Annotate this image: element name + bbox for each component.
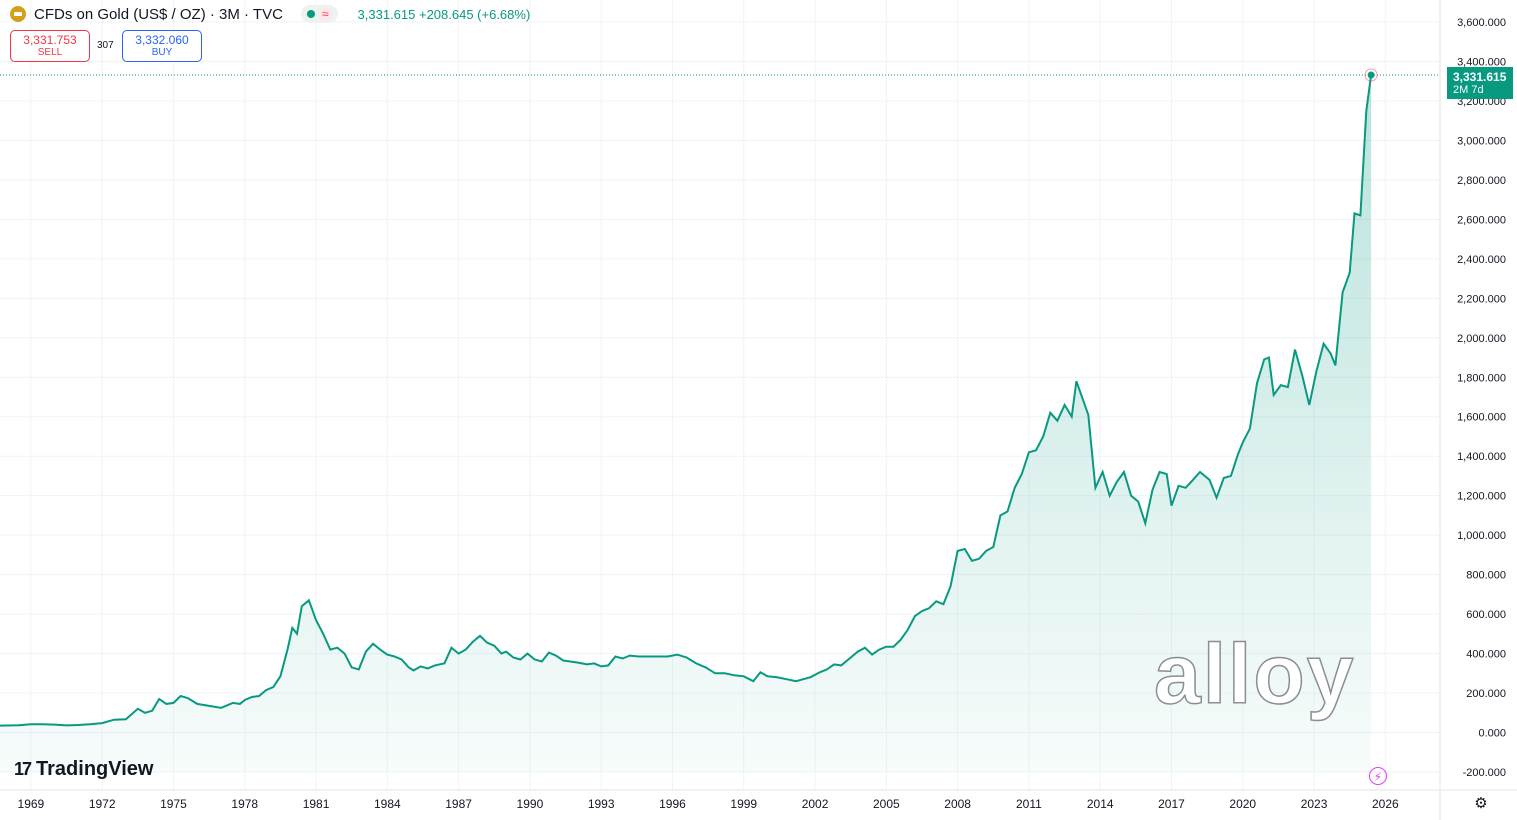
last-price-value: 3,331.615 xyxy=(1453,69,1507,84)
y-tick-label: 2,400.000 xyxy=(1457,254,1506,266)
x-tick-label: 1981 xyxy=(303,797,330,811)
y-tick-label: 2,200.000 xyxy=(1457,293,1506,305)
y-tick-label: 1,800.000 xyxy=(1457,372,1506,384)
x-tick-label: 2020 xyxy=(1229,797,1256,811)
tradingview-logo-icon: 17 xyxy=(14,759,32,779)
x-tick-label: 2011 xyxy=(1016,797,1042,811)
lightning-icon[interactable]: ⚡ xyxy=(1369,767,1387,785)
y-tick-label: 2,800.000 xyxy=(1457,175,1506,187)
y-tick-label: 3,000.000 xyxy=(1457,135,1506,147)
x-tick-label: 1987 xyxy=(445,797,472,811)
price-line xyxy=(0,74,1373,727)
sell-button[interactable]: 3,331.753 SELL xyxy=(10,30,90,62)
x-tick-label: 2002 xyxy=(802,797,829,811)
x-tick-label: 1972 xyxy=(89,797,116,811)
x-tick-label: 2026 xyxy=(1372,797,1399,811)
buy-label: BUY xyxy=(151,47,173,58)
gold-icon xyxy=(10,6,26,22)
y-tick-label: 0.000 xyxy=(1478,728,1506,740)
y-tick-label: 3,600.000 xyxy=(1457,17,1506,29)
price-area-fill xyxy=(0,75,1372,772)
x-tick-label: 2005 xyxy=(873,797,900,811)
symbol-title[interactable]: CFDs on Gold (US$ / OZ) · 3M · TVC xyxy=(34,5,283,23)
market-open-dot-icon xyxy=(306,10,315,18)
price-quote: 3,331.615 +208.645 (+6.68%) xyxy=(357,6,531,22)
y-tick-label: 3,400.000 xyxy=(1457,56,1506,68)
tradingview-logo-text: TradingView xyxy=(36,758,154,780)
y-tick-label: -200.000 xyxy=(1463,767,1506,779)
alloy-watermark: alloy xyxy=(1153,627,1356,721)
y-tick-label: 1,400.000 xyxy=(1457,451,1506,463)
x-tick-label: 1978 xyxy=(231,797,258,811)
x-tick-label: 1999 xyxy=(730,797,757,811)
x-tick-label: 1975 xyxy=(160,797,187,811)
y-tick-label: 2,000.000 xyxy=(1457,333,1506,345)
tradingview-logo[interactable]: 17 TradingView xyxy=(14,758,153,781)
chart-header: CFDs on Gold (US$ / OZ) · 3M · TVC ≈ 3,3… xyxy=(10,4,530,24)
last-price-label: 3,331.615 2M 7d xyxy=(1447,67,1513,99)
x-tick-label: 1984 xyxy=(374,797,401,811)
y-tick-label: 1,000.000 xyxy=(1457,530,1506,542)
buy-price: 3,332.060 xyxy=(135,33,189,47)
y-tick-label: 800.000 xyxy=(1466,570,1506,582)
gear-icon[interactable]: ⚙ xyxy=(1474,795,1488,812)
last-price-marker-ring xyxy=(1364,68,1378,82)
buy-button[interactable]: 3,332.060 BUY xyxy=(122,30,202,62)
sell-price: 3,331.753 xyxy=(23,33,77,47)
time-axis[interactable]: 1969 1972 1975 1978 1981 1984 1987 1990 1993 1996… xyxy=(18,797,1399,811)
x-tick-label: 2008 xyxy=(944,797,971,811)
spread-value: 307 xyxy=(97,40,114,51)
y-tick-label: 400.000 xyxy=(1466,649,1506,661)
x-tick-label: 1969 xyxy=(18,797,45,811)
last-price-marker xyxy=(1367,71,1375,79)
bar-countdown: 2M 7d xyxy=(1453,83,1484,96)
x-tick-label: 1996 xyxy=(659,797,686,811)
y-tick-label: 200.000 xyxy=(1466,688,1506,700)
x-tick-label: 2014 xyxy=(1087,797,1114,811)
x-tick-label: 1990 xyxy=(517,797,544,811)
market-status[interactable]: ≈ xyxy=(300,5,338,23)
delayed-data-icon: ≈ xyxy=(318,7,332,21)
y-tick-label: 2,600.000 xyxy=(1457,214,1506,226)
x-tick-label: 2023 xyxy=(1301,797,1328,811)
x-tick-label: 2017 xyxy=(1158,797,1185,811)
y-tick-label: 1,600.000 xyxy=(1457,412,1506,424)
price-axis[interactable]: 3,600.0003,400.0003,200.0003,000.0002,80… xyxy=(1457,17,1506,779)
y-tick-label: 600.000 xyxy=(1466,609,1506,621)
sell-label: SELL xyxy=(37,47,63,58)
y-tick-label: 1,200.000 xyxy=(1457,491,1506,503)
x-tick-label: 1993 xyxy=(588,797,615,811)
